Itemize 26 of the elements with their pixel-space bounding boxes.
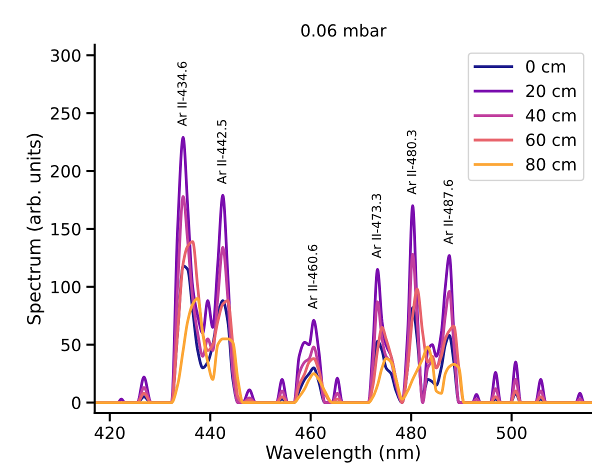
annotation: Ar II-460.6	[308, 244, 318, 310]
legend-label: 60 cm	[526, 134, 576, 146]
legend-label: 20 cm	[526, 84, 576, 98]
chart-title: 0.06 mbar	[301, 24, 387, 37]
y-axis-title: Spectrum (arb. units)	[26, 134, 44, 324]
legend-label: 40 cm	[526, 109, 576, 122]
x-axis-title: Wavelength (nm)	[266, 445, 420, 463]
legend-label: 80 cm	[526, 158, 576, 171]
y-tick-label: 150	[52, 222, 80, 236]
annotation: Ar II-487.6	[444, 180, 453, 244]
y-tick-label: 250	[50, 107, 80, 120]
legend-label: 0 cm	[526, 60, 565, 73]
x-tick-label: 460	[296, 426, 326, 440]
annotation: Ar II-434.6	[177, 62, 187, 126]
y-tick-label: 100	[52, 280, 80, 294]
annotation: Ar II-473.3	[372, 194, 382, 258]
x-tick-label: 480	[396, 426, 426, 440]
x-tick-label: 420	[94, 426, 125, 440]
x-tick-label: 500	[497, 426, 526, 440]
y-tick-label: 50	[62, 338, 80, 352]
annotation: Ar II-480.3	[406, 130, 416, 195]
y-tick-label: 200	[50, 164, 80, 178]
y-tick-label: 0	[72, 396, 80, 410]
y-tick-label: 300	[50, 49, 80, 62]
x-tick-label: 440	[195, 426, 226, 440]
annotation: Ar II-442.5	[216, 120, 226, 184]
